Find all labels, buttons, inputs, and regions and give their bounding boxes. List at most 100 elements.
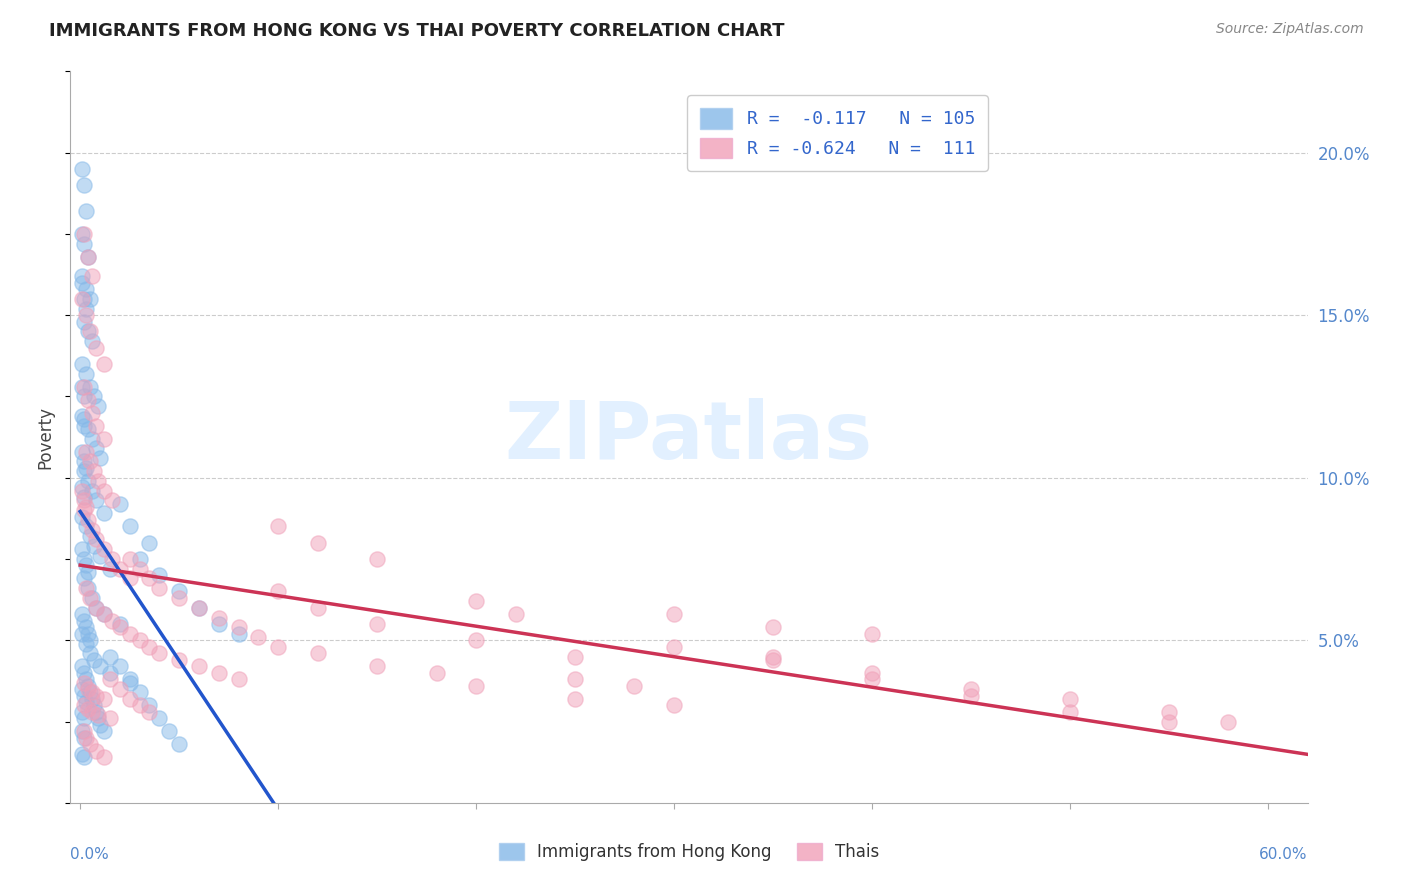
Point [228,626,250,640]
Point [70,607,93,622]
Point [73,418,96,433]
Point [80,432,103,446]
Point [87,708,110,723]
Point [108,562,131,576]
Point [167,591,190,605]
Point [118,519,141,533]
Point [228,620,250,634]
Point [93,507,115,521]
Point [860,673,883,687]
Point [87,474,110,488]
Point [128,685,150,699]
Point [762,620,785,634]
Point [188,659,211,673]
Point [93,357,115,371]
Point [84,533,107,547]
Point [75,636,97,650]
Point [77,701,100,715]
Point [79,529,101,543]
Point [75,558,97,573]
Text: 60.0%: 60.0% [1260,847,1308,862]
Point [73,572,96,586]
Point [118,675,141,690]
Point [75,581,97,595]
Point [564,649,586,664]
Point [108,497,131,511]
Point [89,659,111,673]
Point [73,665,96,680]
Point [73,675,96,690]
Point [465,633,488,648]
Point [84,341,107,355]
Point [73,750,96,764]
Point [75,461,97,475]
Point [128,562,150,576]
Point [75,204,97,219]
Point [75,308,97,322]
Point [84,600,107,615]
Point [80,685,103,699]
Point [77,513,100,527]
Point [70,409,93,423]
Point [75,731,97,745]
Point [70,480,93,494]
Point [960,681,983,696]
Point [1157,714,1180,729]
Point [80,334,103,348]
Point [70,269,93,284]
Point [167,737,190,751]
Point [73,503,96,517]
Point [860,626,883,640]
Point [128,698,150,713]
Point [77,626,100,640]
Point [98,649,121,664]
Point [307,535,329,549]
Point [564,691,586,706]
Point [465,594,488,608]
Point [73,698,96,713]
Point [1157,705,1180,719]
Point [70,227,93,241]
Point [73,614,96,628]
Point [208,665,231,680]
Point [73,552,96,566]
Point [662,607,685,622]
Point [98,711,121,725]
Point [465,679,488,693]
Point [70,276,93,290]
Point [138,535,160,549]
Point [267,584,290,599]
Point [564,673,586,687]
Point [89,718,111,732]
Point [84,442,107,456]
Point [77,565,100,579]
Point [70,292,93,306]
Point [73,227,96,241]
Point [1059,691,1081,706]
Point [73,493,96,508]
Point [247,630,270,644]
Point [80,691,103,706]
Point [75,367,97,381]
Point [762,649,785,664]
Point [70,161,93,176]
Point [77,679,100,693]
Point [148,711,170,725]
Point [87,711,110,725]
Point [79,633,101,648]
Point [1059,705,1081,719]
Point [93,607,115,622]
Point [128,552,150,566]
Point [75,673,97,687]
Point [70,380,93,394]
Point [73,711,96,725]
Point [75,620,97,634]
Point [83,539,105,553]
Point [425,665,447,680]
Point [77,392,100,407]
Point [70,509,93,524]
Point [366,552,388,566]
Point [118,673,141,687]
Point [662,640,685,654]
Point [93,432,115,446]
